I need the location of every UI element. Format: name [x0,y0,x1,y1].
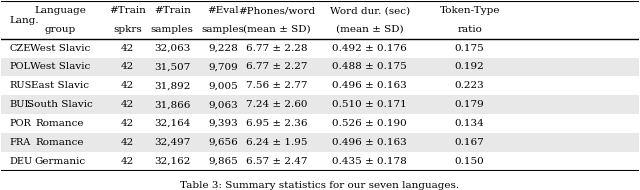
Text: spkrs: spkrs [113,25,142,34]
Text: 6.57 ± 2.47: 6.57 ± 2.47 [246,157,307,166]
Text: 6.95 ± 2.36: 6.95 ± 2.36 [246,119,307,128]
Text: ratio: ratio [458,25,482,34]
Bar [1,39,639,58]
Text: 0.496 ± 0.163: 0.496 ± 0.163 [332,138,407,147]
Text: 0.192: 0.192 [455,63,484,71]
Text: 0.223: 0.223 [455,81,484,90]
Bar [1,133,639,152]
Text: 0.167: 0.167 [455,138,484,147]
Text: 7.56 ± 2.77: 7.56 ± 2.77 [246,81,307,90]
Text: #Phones/word: #Phones/word [238,6,316,15]
Text: #Train: #Train [109,6,146,15]
Text: #Train: #Train [154,6,191,15]
Text: East Slavic: East Slavic [31,81,89,90]
Text: 0.435 ± 0.178: 0.435 ± 0.178 [332,157,407,166]
Text: Language: Language [34,6,86,15]
Text: 0.526 ± 0.190: 0.526 ± 0.190 [332,119,407,128]
Text: 0.496 ± 0.163: 0.496 ± 0.163 [332,81,407,90]
Text: 9,656: 9,656 [208,138,238,147]
Text: 9,393: 9,393 [208,119,238,128]
Text: 42: 42 [121,81,134,90]
Text: 0.150: 0.150 [455,157,484,166]
Text: DEU: DEU [9,157,32,166]
Text: 9,865: 9,865 [208,157,238,166]
Text: 6.24 ± 1.95: 6.24 ± 1.95 [246,138,307,147]
Text: (mean ± SD): (mean ± SD) [336,25,403,34]
Text: Romance: Romance [36,138,84,147]
Text: 42: 42 [121,119,134,128]
Text: BUL: BUL [9,100,31,109]
Text: 31,866: 31,866 [154,100,190,109]
Text: RUS: RUS [9,81,31,90]
Text: 31,507: 31,507 [154,63,190,71]
Text: 42: 42 [121,138,134,147]
Text: 42: 42 [121,63,134,71]
Text: 32,162: 32,162 [154,157,190,166]
Text: Token-Type: Token-Type [440,6,500,15]
Text: 0.179: 0.179 [455,100,484,109]
Text: 0.488 ± 0.175: 0.488 ± 0.175 [332,63,407,71]
Text: 0.175: 0.175 [455,44,484,53]
Text: (mean ± SD): (mean ± SD) [243,25,310,34]
Text: POR: POR [9,119,31,128]
Bar [1,114,639,133]
Text: #Eval: #Eval [207,6,239,15]
Text: South Slavic: South Slavic [27,100,93,109]
Text: 9,709: 9,709 [208,63,238,71]
Bar [1,95,639,114]
Text: group: group [44,25,76,34]
Text: Table 3: Summary statistics for our seven languages.: Table 3: Summary statistics for our seve… [180,181,460,190]
Text: West Slavic: West Slavic [30,44,90,53]
Text: 0.510 ± 0.171: 0.510 ± 0.171 [332,100,407,109]
Text: 42: 42 [121,44,134,53]
Text: samples: samples [151,25,194,34]
Text: POL: POL [9,63,30,71]
Text: 42: 42 [121,100,134,109]
Text: FRA: FRA [9,138,30,147]
Text: Romance: Romance [36,119,84,128]
Text: 32,063: 32,063 [154,44,190,53]
Text: 9,005: 9,005 [208,81,238,90]
Text: 9,063: 9,063 [208,100,238,109]
Bar [1,58,639,76]
Text: Word dur. (sec): Word dur. (sec) [330,6,410,15]
Text: CZE: CZE [9,44,31,53]
Text: 6.77 ± 2.27: 6.77 ± 2.27 [246,63,307,71]
Text: 6.77 ± 2.28: 6.77 ± 2.28 [246,44,307,53]
Text: 0.134: 0.134 [455,119,484,128]
Bar [1,152,639,171]
Text: 9,228: 9,228 [208,44,238,53]
Text: 32,497: 32,497 [154,138,190,147]
Text: Germanic: Germanic [35,157,86,166]
Text: West Slavic: West Slavic [30,63,90,71]
Text: samples: samples [202,25,244,34]
Text: 0.492 ± 0.176: 0.492 ± 0.176 [332,44,407,53]
Bar [1,76,639,95]
Text: 7.24 ± 2.60: 7.24 ± 2.60 [246,100,307,109]
Text: 32,164: 32,164 [154,119,190,128]
Text: 42: 42 [121,157,134,166]
Text: Lang.: Lang. [9,16,38,25]
Text: 31,892: 31,892 [154,81,190,90]
